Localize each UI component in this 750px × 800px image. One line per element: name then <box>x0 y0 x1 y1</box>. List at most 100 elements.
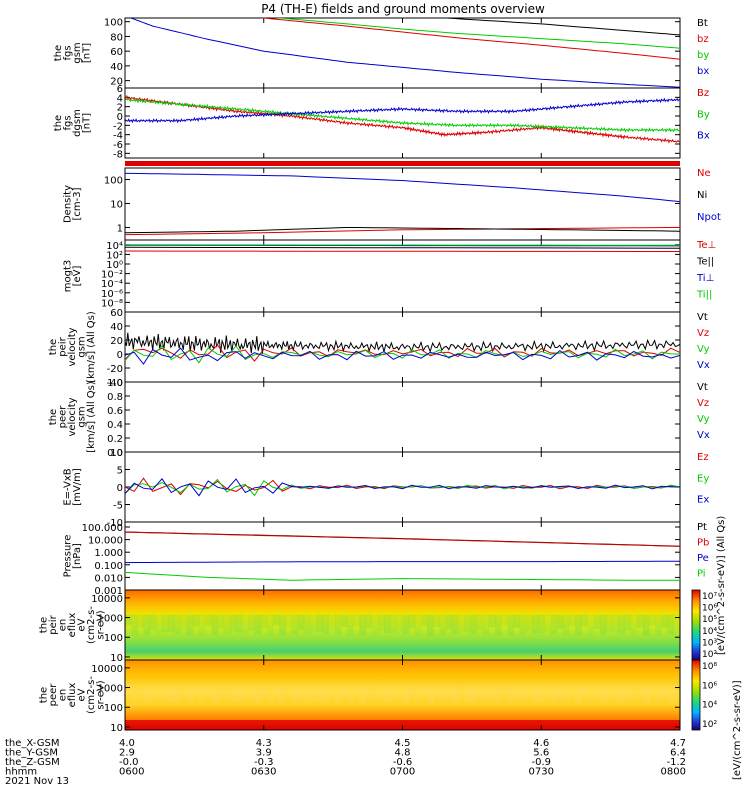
y-tick-label: 1000 <box>98 614 123 625</box>
series-group <box>125 477 680 497</box>
legend-Vz: Vz <box>697 398 709 409</box>
y-tick-label: 100 <box>104 175 123 186</box>
spectrogram-texture <box>223 684 231 705</box>
y-axis-label: [nPa] <box>72 543 83 569</box>
spectrogram-texture <box>347 614 354 636</box>
y-axis-label: peir <box>58 336 69 356</box>
y-axis-label: [cm-3] <box>72 187 83 220</box>
y-axis-label: [nT] <box>81 43 92 63</box>
series-line-temperature-Te⊥ <box>125 250 680 252</box>
spectrogram-texture <box>569 614 576 627</box>
colorbar-tick-label: 10² <box>702 720 717 730</box>
legend-Te⊥: Te⊥ <box>696 240 716 251</box>
spectrogram-texture <box>550 684 558 705</box>
y-axis-label: en <box>58 619 69 632</box>
y-tick-label: 10000 <box>91 664 123 675</box>
y-tick-label: -4 <box>113 131 123 142</box>
spectrogram-texture <box>149 614 157 631</box>
spectrogram-texture <box>211 684 218 706</box>
ephemeris-value: 4.5 <box>395 738 411 749</box>
plot-title: P4 (TH-E) fields and ground moments over… <box>261 2 545 16</box>
colorbar-tick-label: 10⁶ <box>702 604 717 614</box>
spectrogram-texture <box>365 614 373 629</box>
y-tick-label: 40 <box>110 62 123 73</box>
spectrogram-texture <box>519 614 527 635</box>
colorbar-tick-label: 10⁴ <box>702 627 717 637</box>
y-axis-label: [nT] <box>81 113 92 133</box>
spectrogram-texture <box>544 684 551 702</box>
spectrogram-texture <box>248 614 255 631</box>
spectrogram-texture <box>162 614 169 633</box>
spectrogram-texture <box>427 684 434 706</box>
spectrogram-texture <box>223 614 231 635</box>
y-axis-label: sr-eV) <box>96 610 107 639</box>
legend-Pb: Pb <box>697 538 709 549</box>
y-axis-label: peer <box>58 405 69 429</box>
y-axis-label: eV <box>77 688 88 701</box>
colorbar-tick-label: 10⁶ <box>702 681 717 691</box>
spectrogram-texture <box>236 684 243 703</box>
y-axis-label: gsm <box>77 336 88 357</box>
ephemeris-value: -0.3 <box>254 757 274 768</box>
ephemeris-value: -0.9 <box>531 757 551 768</box>
y-tick-label: 10⁻⁶ <box>101 289 123 300</box>
ephemeris-value: 2.9 <box>119 748 135 759</box>
spectrogram-texture <box>581 614 588 627</box>
spectrogram-texture <box>427 614 434 636</box>
ephemeris-value: 0630 <box>251 767 276 778</box>
legend-by: by <box>697 50 709 61</box>
y-axis-label: dgsm <box>72 109 83 137</box>
y-tick-label: 100 <box>104 633 123 644</box>
spectrogram-texture <box>556 684 564 699</box>
spectrogram-texture <box>316 684 323 702</box>
series-line-fgs_dgsm-Bx <box>125 97 680 124</box>
series-group <box>125 332 680 365</box>
legend-Bt: Bt <box>697 18 708 29</box>
y-tick-label: 0 <box>117 112 123 123</box>
spectrogram-texture <box>242 684 249 704</box>
y-tick-label: 0.2 <box>107 434 123 445</box>
y-tick-label: 0.8 <box>107 392 123 403</box>
y-tick-label: 1.0 <box>107 378 123 389</box>
colorbar-label: [eV/(cm^2-s-sr-eV)] (All Qs) <box>716 516 727 655</box>
spectrogram-texture <box>513 614 521 628</box>
series-line-peir_velocity-Vt <box>125 332 680 354</box>
spectrogram-texture <box>131 684 138 706</box>
y-tick-label: 80 <box>110 32 123 43</box>
colorbars: 10⁷10⁶10⁵10⁴10³10²10⁸10⁶10⁴10²[eV/(cm^2-… <box>691 516 743 780</box>
legend-bz: bz <box>697 34 709 45</box>
legend-Vt: Vt <box>697 312 708 323</box>
panel-frame <box>124 381 681 453</box>
y-axis-label: E=-VxB <box>62 468 73 505</box>
y-axis-label: eflux <box>67 683 78 708</box>
spectrogram-texture <box>168 684 175 702</box>
spectrogram-texture <box>532 684 539 704</box>
ephemeris-value: 0800 <box>661 767 686 778</box>
panels: 10080604020thefgsgsm[nT]Btbzbybx6420-2-4… <box>39 17 721 734</box>
spectrogram-texture <box>464 684 471 703</box>
spectrogram-texture <box>630 684 638 705</box>
y-tick-label: 10⁰ <box>106 260 123 271</box>
panel-density: 100 10 1 Density[cm-3] Ne Ni Npot <box>62 167 721 241</box>
legend-Ez: Ez <box>697 452 709 463</box>
spectrogram-texture <box>273 684 280 696</box>
y-axis-label: [eV] <box>72 266 83 287</box>
spectrogram-texture <box>433 614 440 627</box>
spectrogram-texture <box>470 614 477 634</box>
spectrogram-texture <box>661 614 669 628</box>
ephemeris-value: 4.6 <box>533 738 549 749</box>
legend-Vz: Vz <box>697 328 709 339</box>
spectrogram-texture <box>532 614 539 634</box>
y-tick-label: 10 <box>110 448 123 459</box>
spectrogram-texture <box>155 614 163 634</box>
spectrogram-texture <box>667 684 675 705</box>
legend-Ti||: Ti|| <box>696 290 712 301</box>
spectrogram-texture <box>322 684 329 704</box>
y-tick-label: 20 <box>110 336 123 347</box>
spectrogram-texture <box>673 614 681 631</box>
ephemeris-value: 5.6 <box>533 748 549 759</box>
ephemeris-row-label: the_X-GSM <box>5 738 59 749</box>
y-tick-label: 10 <box>110 723 123 734</box>
